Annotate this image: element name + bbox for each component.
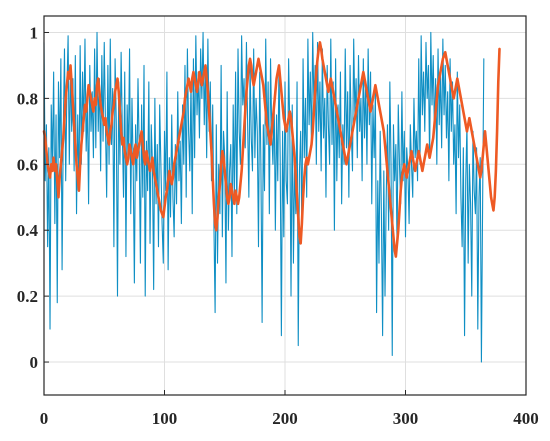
y-tick-label: 0.8 (17, 89, 38, 108)
y-axis-tick-labels: 0 0.2 0.4 0.6 0.8 1 (17, 23, 39, 372)
axis-ticks (43, 31, 527, 395)
x-tick-label: 100 (152, 409, 178, 428)
x-tick-label: 200 (272, 409, 298, 428)
y-tick-label: 0.6 (17, 155, 38, 174)
series-line-blue (43, 31, 485, 363)
y-tick-label: 0.2 (17, 287, 38, 306)
x-tick-label: 0 (40, 409, 49, 428)
series-layer (42, 31, 501, 363)
x-tick-label: 400 (513, 409, 539, 428)
grid (43, 16, 527, 395)
y-tick-label: 0 (30, 353, 39, 372)
x-tick-label: 300 (393, 409, 419, 428)
y-tick-label: 0.4 (17, 221, 39, 240)
series-line-orange (42, 41, 501, 258)
y-tick-label: 1 (30, 23, 39, 42)
x-axis-tick-labels: 0 100 200 300 400 (40, 409, 539, 428)
